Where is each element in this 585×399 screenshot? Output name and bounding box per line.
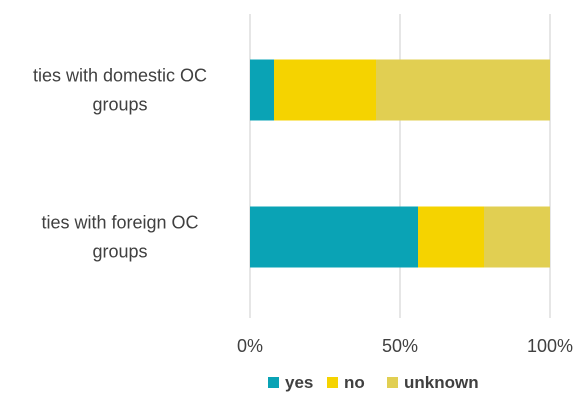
category-labels: ties with domestic OC groups ties with for… [33, 66, 207, 262]
bar-no [418, 206, 484, 268]
category-label: ties with domestic OC [33, 66, 207, 86]
legend-label-no: no [344, 373, 365, 392]
bars [250, 59, 550, 268]
legend-swatch-no [327, 377, 338, 388]
bar-no [274, 59, 376, 121]
category-label: groups [92, 242, 147, 262]
category-label: ties with foreign OC [41, 213, 198, 233]
x-tick-labels: 0% 50% 100% [237, 336, 573, 356]
category-label: groups [92, 95, 147, 115]
bar-yes [250, 59, 274, 121]
x-tick-label: 50% [382, 336, 418, 356]
bar-yes [250, 206, 418, 268]
x-tick-label: 0% [237, 336, 263, 356]
bar-unknown [484, 206, 550, 268]
legend-label-unknown: unknown [404, 373, 479, 392]
legend: yes no unknown [268, 373, 479, 392]
legend-label-yes: yes [285, 373, 313, 392]
x-tick-label: 100% [527, 336, 573, 356]
legend-swatch-yes [268, 377, 279, 388]
legend-swatch-unknown [387, 377, 398, 388]
bar-unknown [376, 59, 550, 121]
